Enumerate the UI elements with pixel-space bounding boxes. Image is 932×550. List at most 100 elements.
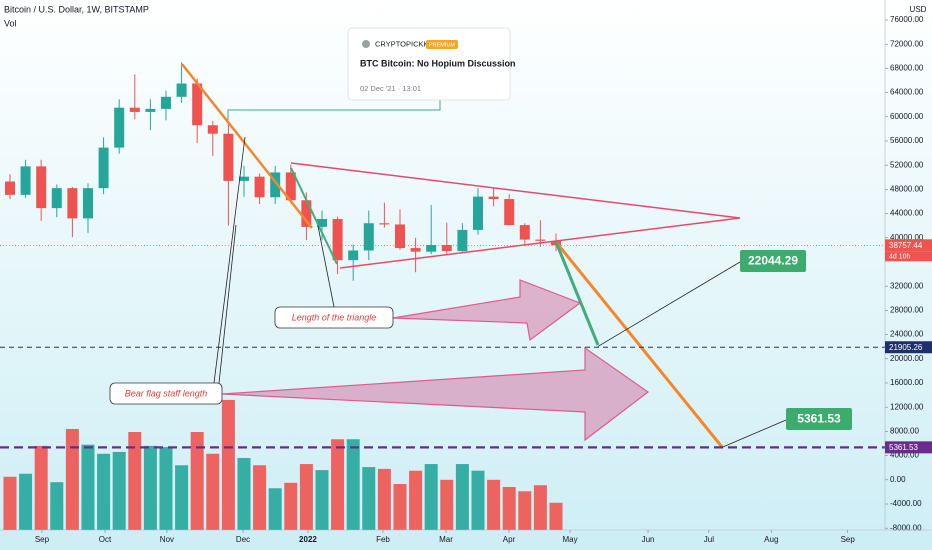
level-label-box	[885, 441, 932, 454]
y-tick-label: 8000.00	[890, 426, 919, 435]
y-tick-label: -4000.00	[890, 499, 922, 508]
level-label: 21905.26	[889, 343, 923, 352]
candle-body	[410, 248, 421, 252]
y-tick-label: 48000.00	[890, 184, 924, 193]
volume-bar	[393, 484, 407, 530]
author-avatar	[362, 40, 370, 48]
candle-layer	[4, 62, 561, 281]
volume-bar	[65, 428, 79, 530]
triangle-side	[290, 167, 338, 265]
note-box	[109, 382, 223, 405]
candle-body	[394, 224, 405, 249]
x-tick-label: Sep	[841, 535, 856, 544]
volume-bar	[346, 439, 360, 530]
x-tick-label: Aug	[764, 535, 778, 544]
volume-bar	[409, 470, 423, 530]
volume-bar	[112, 451, 126, 530]
volume-bar	[128, 431, 142, 530]
x-tick-label: Apr	[503, 535, 516, 544]
volume-bar	[143, 445, 157, 530]
last-price-label-box	[885, 239, 932, 252]
volume-bar	[97, 453, 111, 530]
x-tick-label: Dec	[236, 535, 250, 544]
y-tick-label: 0.00	[890, 475, 906, 484]
candle-body	[160, 96, 171, 109]
candle-body	[457, 229, 468, 252]
candle-body	[285, 172, 296, 201]
volume-bar	[533, 485, 547, 530]
x-tick-label: Jun	[642, 535, 655, 544]
volume-bar	[19, 473, 33, 530]
candle-body	[98, 147, 109, 189]
y-tick-label: 4000.00	[890, 451, 919, 460]
y-tick-label: 32000.00	[890, 281, 924, 290]
candle-body	[238, 176, 249, 181]
note-text: Bear flag staff length	[125, 388, 208, 398]
x-tick-label: May	[562, 535, 577, 544]
y-tick-label: 68000.00	[890, 63, 924, 72]
volume-bar	[331, 439, 345, 530]
y-tick-label: -8000.00	[890, 523, 922, 532]
triangle	[290, 162, 741, 269]
idea-badge	[426, 40, 458, 49]
candle-body	[363, 223, 374, 251]
candle-body	[348, 250, 359, 261]
volume-label: Vol	[4, 18, 17, 28]
volume-bar	[206, 453, 220, 530]
idea-connector	[227, 100, 441, 120]
callout-box	[786, 408, 852, 430]
countdown-label: 4d 10h	[889, 254, 911, 261]
idea-title: BTC Bitcoin: No Hopium Discussion	[360, 58, 516, 68]
volume-bar	[159, 447, 173, 530]
drawings	[181, 63, 741, 448]
candle-body	[36, 166, 47, 209]
x-tick-label: Oct	[99, 535, 112, 544]
candle-body	[207, 125, 218, 134]
volume-bar	[471, 470, 485, 530]
x-tick-label: Feb	[376, 535, 390, 544]
candle-body	[192, 83, 203, 126]
arrow	[221, 346, 650, 442]
y-tick-label: 16000.00	[890, 378, 924, 387]
volume-bar	[221, 399, 235, 530]
callout-box	[740, 250, 806, 272]
candle-body	[20, 166, 31, 195]
candle-body	[441, 245, 452, 252]
y-tick-label: 60000.00	[890, 112, 924, 121]
candle-body	[535, 239, 546, 241]
volume-bar	[237, 458, 251, 530]
y-tick-label: 20000.00	[890, 354, 924, 363]
volume-bar	[50, 482, 64, 530]
candle-body	[51, 188, 62, 209]
arrow	[392, 279, 582, 342]
triangle-projection	[554, 241, 600, 346]
countdown-box	[885, 251, 932, 262]
candle-body	[488, 196, 499, 200]
volume-bar	[487, 479, 501, 530]
note-pointer	[213, 136, 246, 384]
callout-label: 5361.53	[797, 412, 841, 426]
volume-bar	[81, 444, 95, 530]
idea-card	[347, 27, 511, 101]
idea-author: CRYPTOPICKK	[375, 39, 429, 48]
callout-pointer	[721, 419, 787, 448]
idea-badge-text: PREMIUM	[429, 42, 455, 48]
candle-body	[145, 108, 156, 112]
volume-bar	[3, 476, 17, 530]
y-tick-label: 40000.00	[890, 233, 924, 242]
y-tick-label: 12000.00	[890, 402, 924, 411]
callout-label: 22044.29	[748, 254, 798, 268]
staff-projection	[554, 241, 724, 448]
note-pointer	[218, 224, 237, 384]
volume-layer	[3, 399, 563, 530]
candle-body	[301, 200, 312, 227]
volume-bar	[424, 464, 438, 530]
volume-bar	[268, 488, 282, 530]
volume-bar	[253, 465, 267, 530]
candle-body	[176, 83, 187, 97]
x-tick-label: Mar	[439, 535, 453, 544]
candle-body	[4, 181, 15, 195]
volume-bar	[455, 464, 469, 530]
level-label-box	[885, 341, 932, 354]
